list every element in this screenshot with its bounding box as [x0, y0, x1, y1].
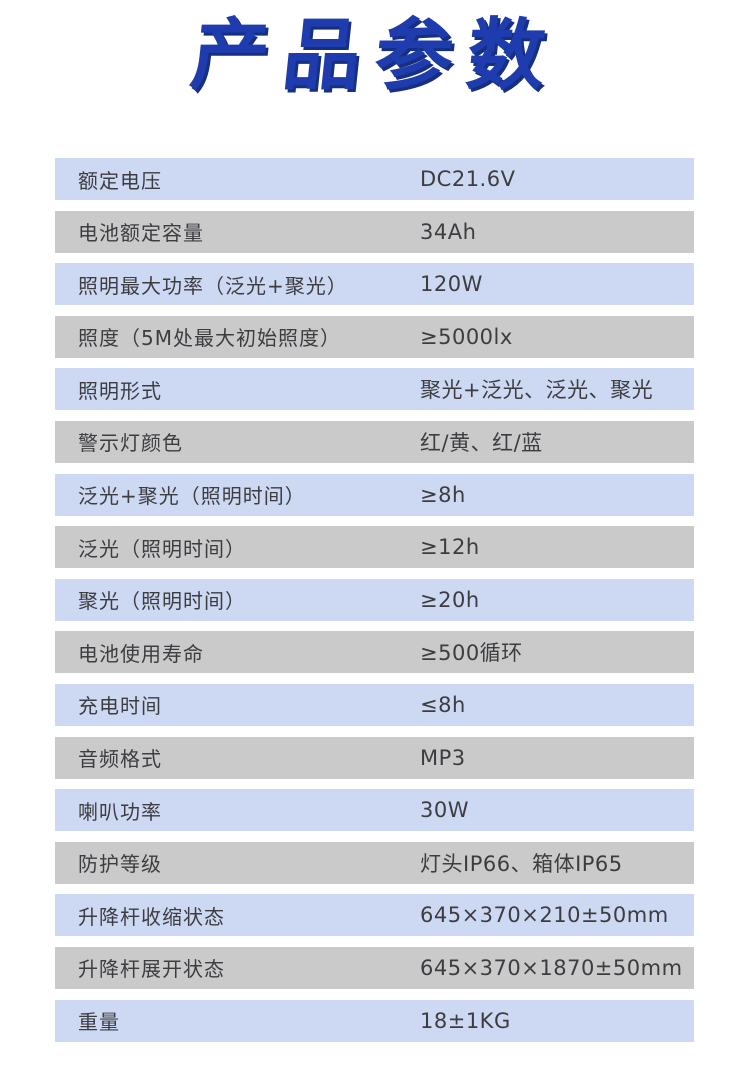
spec-label: 电池额定容量 — [78, 221, 204, 246]
spec-value: 灯头IP66、箱体IP65 — [420, 851, 623, 876]
table-row: 照度（5M处最大初始照度） ≥5000lx — [55, 315, 694, 358]
spec-label: 警示灯颜色 — [78, 431, 183, 456]
table-row: 防护等级 灯头IP66、箱体IP65 — [55, 841, 694, 884]
spec-value: ≥12h — [420, 535, 480, 560]
spec-value: MP3 — [420, 745, 466, 770]
spec-label: 照明最大功率（泛光+聚光） — [78, 273, 348, 298]
spec-label: 音频格式 — [78, 747, 162, 772]
spec-value: 聚光+泛光、泛光、聚光 — [420, 378, 654, 403]
spec-label: 额定电压 — [78, 168, 162, 193]
spec-label: 喇叭功率 — [78, 799, 162, 824]
table-row: 照明形式 聚光+泛光、泛光、聚光 — [55, 368, 694, 411]
table-row: 喇叭功率 30W — [55, 789, 694, 832]
spec-table: 额定电压 DC21.6V 电池额定容量 34Ah 照明最大功率（泛光+聚光） 120W 照度… — [55, 158, 694, 1052]
spec-value: 18±1KG — [420, 1008, 511, 1033]
table-row: 泛光+聚光（照明时间） ≥8h — [55, 473, 694, 516]
spec-value: 红/黄、红/蓝 — [420, 430, 543, 455]
spec-value: ≤8h — [420, 692, 466, 717]
table-row: 警示灯颜色 红/黄、红/蓝 — [55, 420, 694, 463]
spec-value: 30W — [420, 798, 469, 823]
spec-value: DC21.6V — [420, 167, 516, 191]
spec-value: ≥20h — [420, 587, 480, 612]
spec-label: 泛光（照明时间） — [78, 536, 246, 561]
spec-value: 34Ah — [420, 219, 477, 244]
table-row: 聚光（照明时间） ≥20h — [55, 578, 694, 621]
spec-label: 电池使用寿命 — [78, 641, 204, 666]
spec-label: 照度（5M处最大初始照度） — [78, 326, 341, 351]
spec-label: 重量 — [78, 1010, 120, 1034]
spec-value: ≥8h — [420, 482, 466, 507]
table-row: 泛光（照明时间） ≥12h — [55, 526, 694, 569]
spec-label: 升降杆展开状态 — [78, 957, 225, 982]
table-row: 充电时间 ≤8h — [55, 683, 694, 726]
spec-label: 充电时间 — [78, 694, 162, 719]
table-row: 电池使用寿命 ≥500循环 — [55, 631, 694, 674]
table-row: 额定电压 DC21.6V — [55, 158, 694, 200]
table-row: 升降杆展开状态 645×370×1870±50mm — [55, 946, 694, 989]
spec-value: 645×370×210±50mm — [420, 903, 669, 928]
spec-value: 120W — [420, 272, 483, 297]
page-title: 产品参数 — [186, 10, 564, 101]
spec-value: ≥5000lx — [420, 324, 513, 349]
spec-label: 防护等级 — [78, 852, 162, 877]
spec-label: 升降杆收缩状态 — [78, 904, 225, 929]
table-row: 重量 18±1KG — [55, 999, 694, 1042]
spec-label: 聚光（照明时间） — [78, 589, 246, 614]
table-row: 升降杆收缩状态 645×370×210±50mm — [55, 894, 694, 937]
table-row: 电池额定容量 34Ah — [55, 210, 694, 253]
table-row: 照明最大功率（泛光+聚光） 120W — [55, 263, 694, 306]
spec-value: ≥500循环 — [420, 641, 523, 666]
table-row: 音频格式 MP3 — [55, 736, 694, 779]
spec-value: 645×370×1870±50mm — [420, 955, 683, 980]
spec-label: 照明形式 — [78, 378, 162, 403]
spec-label: 泛光+聚光（照明时间） — [78, 484, 306, 509]
